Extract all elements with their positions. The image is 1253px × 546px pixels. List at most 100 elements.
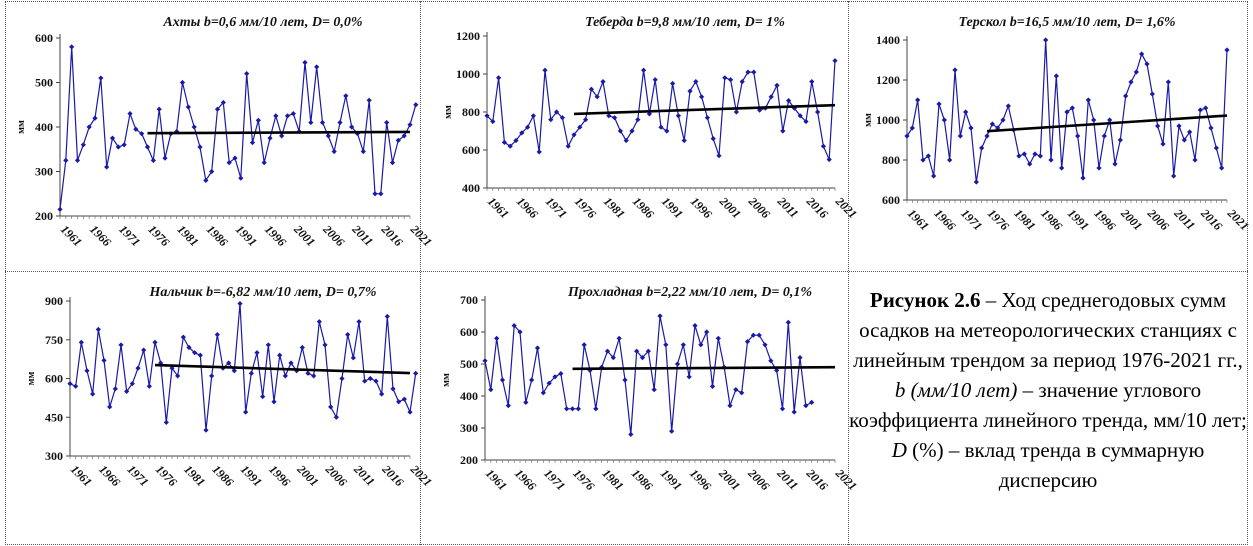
data-point [401,133,407,139]
data-point [687,88,693,94]
data-point [243,409,249,415]
x-tick-label: 1981 [181,462,208,489]
data-point [1016,153,1022,159]
x-tick-label: 1976 [572,194,599,221]
data-point [284,113,291,119]
data-point [593,406,599,412]
y-tick-label: 600 [35,31,53,45]
data-point [350,355,356,361]
data-point [904,133,910,139]
data-point [915,97,921,103]
data-point [299,344,305,351]
data-point [104,164,110,170]
y-tick-label: 800 [882,153,900,167]
data-point [1117,137,1123,143]
x-tick-label: 1971 [541,466,568,493]
data-point [231,368,237,374]
data-point [1037,153,1043,159]
grid-divider [420,1,421,545]
caption-b-unit: (мм/10 лет) [905,378,1018,402]
x-tick-label: 2011 [349,222,376,249]
data-point [803,403,809,409]
y-tick-label: 600 [462,143,480,157]
data-point [699,94,705,100]
data-point [658,124,664,130]
data-point [1181,137,1187,143]
data-point [356,319,362,325]
y-tick-label: 1200 [456,29,480,43]
data-point [226,360,232,366]
data-point [751,69,757,75]
data-point [1187,129,1193,135]
x-tick-label: 1971 [958,206,985,233]
y-tick-label: 400 [35,120,53,134]
data-point [564,406,570,412]
data-point [675,113,681,119]
data-point [1160,141,1166,147]
data-point [733,109,739,115]
chart-prokhladnaya: 200 300 400 500 600 700 1961 1966 1971 1976 1981 19… [425,274,860,540]
x-tick-label: 1986 [1038,206,1065,233]
y-tick-label: 800 [462,105,480,119]
x-tick-label: 2011 [351,462,378,489]
data-point [180,334,186,340]
data-point [109,135,116,141]
data-point [226,160,232,166]
x-tick-label: 1991 [658,466,685,493]
data-point [319,119,326,126]
x-tick-label: 1966 [932,206,959,233]
data-point [750,332,756,338]
data-point [517,329,523,335]
x-tick-label: 1966 [87,222,114,249]
data-point [745,69,751,75]
data-point [107,404,113,410]
y-axis-label: мм [16,120,27,134]
data-point [249,139,256,146]
x-tick-label: 1966 [514,194,541,221]
x-tick-label: 2016 [803,466,831,494]
data-point [1096,165,1102,171]
data-point [282,373,288,379]
data-point [362,378,368,384]
data-point [757,107,763,113]
data-point [413,102,419,108]
x-tick-label: 1986 [630,194,657,221]
data-point [1155,123,1161,129]
y-tick-label: 600 [45,372,63,386]
x-tick-label: 1991 [238,462,265,489]
data-point [1224,47,1230,53]
data-point [261,160,267,166]
data-point [1069,105,1075,111]
data-point [1149,91,1155,97]
x-tick-label: 1961 [68,462,95,489]
chart-teberda: 400 600 800 1000 1200 1961 1966 1971 1976 1981 198… [425,4,860,268]
data-point [523,399,529,405]
data-point [1048,157,1054,163]
data-point [146,383,152,389]
data-point [333,414,339,420]
data-point [957,133,963,139]
chart-title: Ахты b=0,6 мм/10 лет, D= 0,0% [162,15,362,30]
data-point [780,128,786,134]
data-point [322,342,328,348]
data-point [1005,103,1011,109]
y-tick-label: 200 [460,453,478,467]
data-point [121,142,127,148]
data-point [279,133,285,139]
x-tick-label: 2016 [803,194,831,222]
data-point [622,377,628,383]
data-point [1133,69,1139,75]
x-tick-label: 2001 [716,194,744,222]
data-point [144,144,151,150]
data-point [663,342,669,348]
data-point [693,79,699,85]
chart-title: Теберда b=9,8 мм/10 лет, D= 1% [585,15,785,30]
data-point [936,101,942,107]
data-point [290,111,296,117]
data-point [314,64,320,70]
data-point [513,137,519,144]
data-point [1144,61,1150,67]
data-point [680,342,686,348]
y-tick-label: 300 [45,449,63,463]
data-point [496,75,502,81]
